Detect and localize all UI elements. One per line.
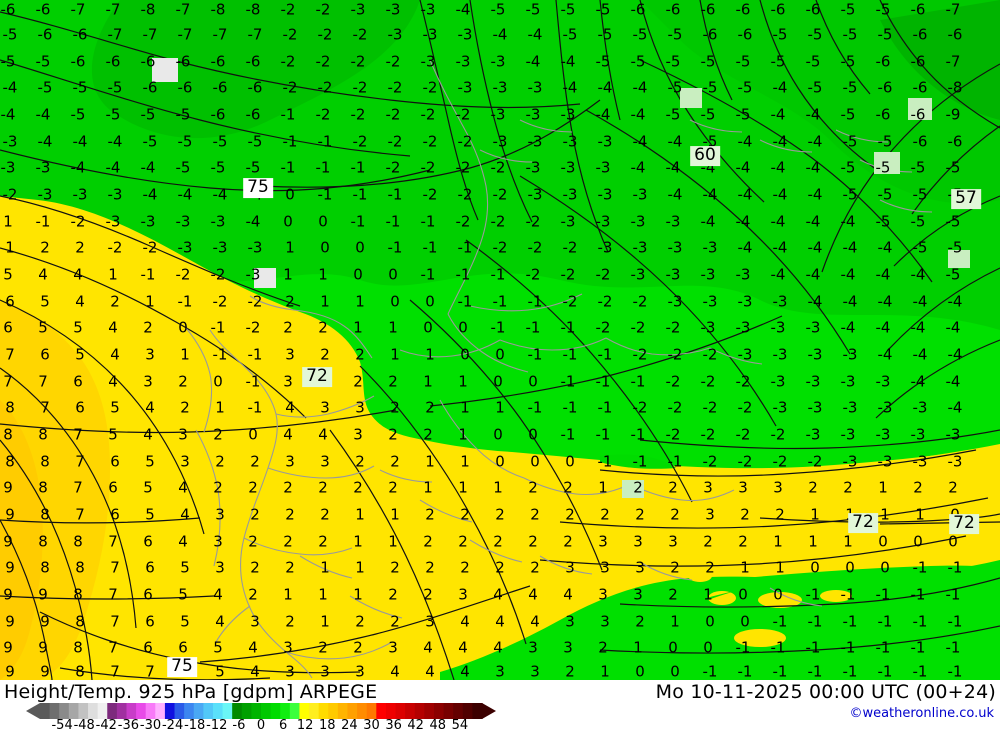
map-valid-time: Mo 10-11-2025 00:00 UTC (00+24) <box>655 681 996 703</box>
height-contour-lines <box>0 0 1000 680</box>
station-box <box>622 480 644 498</box>
colorbar-tick: -30 <box>139 718 162 733</box>
height-contour-label: 75 <box>167 657 197 677</box>
yellow-island-4 <box>734 629 786 647</box>
colorbar-tick: -36 <box>117 718 140 733</box>
station-box <box>874 152 900 174</box>
height-contour-label: 75 <box>243 178 273 198</box>
height-contour-label: 60 <box>690 146 720 166</box>
colorbar-tick: 30 <box>363 718 380 733</box>
colorbar-tick: 18 <box>319 718 336 733</box>
map-title: Height/Temp. 925 hPa [gdpm] ARPEGE <box>4 681 378 703</box>
temp-band-orange-2 <box>0 400 43 680</box>
temp-band-dark-green-4 <box>880 0 1000 120</box>
yellow-island-2 <box>820 590 852 602</box>
mask-box <box>152 58 178 82</box>
colorbar-tick: -24 <box>161 718 184 733</box>
green-wedge-bottom <box>560 590 740 680</box>
station-box <box>908 98 932 120</box>
coastline-borders <box>185 59 933 679</box>
yellow-island-5 <box>688 570 712 582</box>
colorbar-tick: 36 <box>385 718 402 733</box>
height-contour-label: 72 <box>848 513 878 533</box>
mask-box <box>254 268 276 288</box>
colorbar-tick: 12 <box>296 718 314 733</box>
colorbar-tick: -42 <box>95 718 117 733</box>
colorbar-tick: 54 <box>451 718 469 733</box>
colorbar-tick: 0 <box>256 718 266 733</box>
temp-band-yellow-right <box>640 444 1000 566</box>
station-box <box>948 250 970 268</box>
height-contour-label: 72 <box>949 514 979 534</box>
temp-band-green-bottom-right <box>560 565 1000 680</box>
weather-map[interactable]: -6 -6 -7 -7 -8 -7 -8 -8 -2 -2 -3 -3 -3 -4 -5 -5 -5 -5 -6 -6… <box>0 0 1000 680</box>
yellow-island-1 <box>758 592 802 608</box>
green-bay <box>600 454 676 469</box>
copyright-credit: ©weatheronline.co.uk <box>849 706 994 721</box>
colorbar-tick: 48 <box>429 718 447 733</box>
colorbar-tick: 42 <box>407 718 424 733</box>
map-raster-and-contours <box>0 0 1000 680</box>
height-contour-label: 72 <box>302 367 332 387</box>
yellow-island-3 <box>708 591 736 605</box>
station-box <box>680 88 702 108</box>
colorbar-tick: -6 <box>232 718 246 733</box>
temp-band-dark-green-2 <box>91 0 421 139</box>
height-contour-label: 57 <box>951 189 981 209</box>
colorbar-tick: -48 <box>73 718 95 733</box>
colorbar-swatches <box>26 703 496 719</box>
colorbar-tick: -54 <box>51 718 73 733</box>
map-footer: Height/Temp. 925 hPa [gdpm] ARPEGE Mo 10… <box>0 680 1000 733</box>
colorbar-tick: -12 <box>206 718 228 733</box>
colorbar-tick: -18 <box>184 718 206 733</box>
temperature-colorbar[interactable]: -54 -48 -42 -36 -30 -24 -18 -12 -6 0 6 12 18 24 30 36 42… <box>26 703 496 733</box>
colorbar-tick: 24 <box>341 718 358 733</box>
colorbar-tick: 6 <box>278 718 288 733</box>
